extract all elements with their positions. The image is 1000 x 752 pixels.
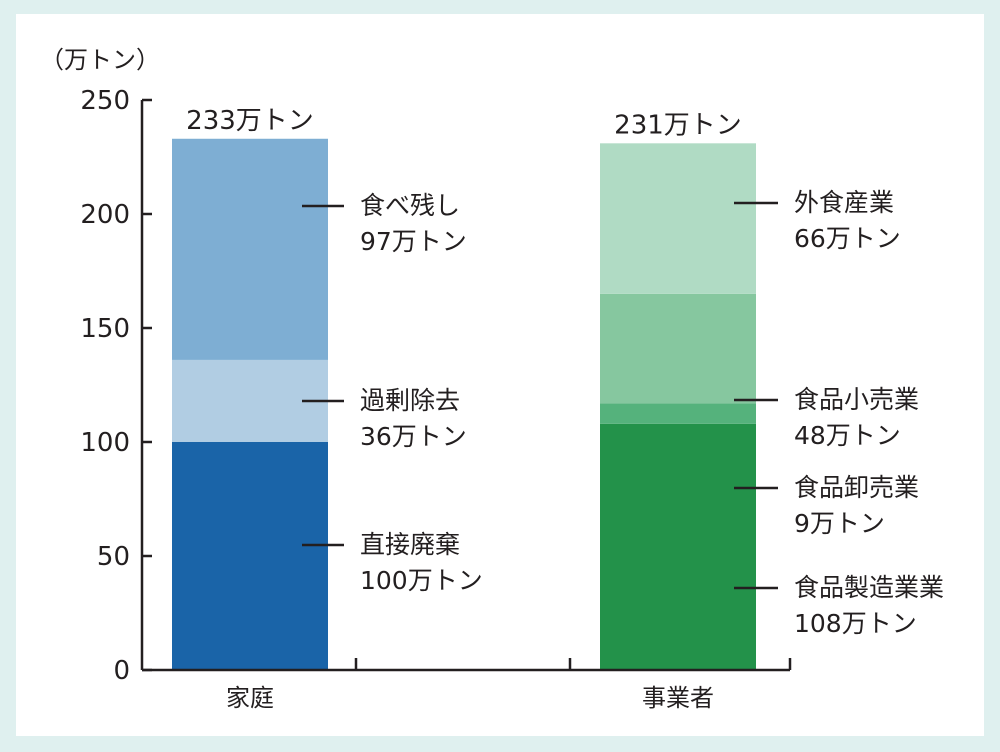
- bar-segment-2-1: [600, 423, 756, 670]
- bar-segment-2-3: [600, 293, 756, 404]
- bar-segment-2-2: [600, 403, 756, 424]
- bar-segment-1-3: [172, 138, 328, 360]
- total-label-1: 233万トン: [186, 106, 314, 136]
- segment-name-label: 食品小売業: [794, 385, 919, 414]
- segment-value-label: 97万トン: [360, 227, 467, 256]
- segment-name-label: 直接廃棄: [360, 530, 460, 559]
- y-tick-label: 100: [80, 428, 130, 458]
- category-label-2: 事業者: [642, 684, 714, 712]
- y-tick-label: 150: [80, 314, 130, 344]
- segment-name-label: 食品製造業業: [794, 573, 944, 602]
- segment-value-label: 66万トン: [794, 224, 901, 253]
- segment-name-label: 食品卸売業: [794, 473, 919, 502]
- segment-value-label: 48万トン: [794, 421, 901, 450]
- segment-value-label: 9万トン: [794, 509, 885, 538]
- chart-panel: （万トン） 0 50 100 150 200 250 家庭 233万トン事業者 231万トン直…: [16, 14, 984, 736]
- bar-segment-2-4: [600, 143, 756, 294]
- segment-value-label: 108万トン: [794, 609, 917, 638]
- segment-value-label: 100万トン: [360, 566, 483, 595]
- y-tick-label: 50: [97, 542, 130, 572]
- segment-value-label: 36万トン: [360, 422, 467, 451]
- y-tick-label: 250: [80, 86, 130, 116]
- segment-name-label: 食べ残し: [360, 191, 460, 220]
- segment-name-label: 過剰除去: [360, 386, 460, 415]
- y-tick-label: 0: [113, 656, 130, 686]
- total-label-2: 231万トン: [614, 110, 742, 140]
- y-axis-unit-label: （万トン）: [40, 46, 160, 74]
- segment-name-label: 外食産業: [794, 188, 894, 217]
- bar-segment-1-1: [172, 442, 328, 670]
- category-label-1: 家庭: [226, 684, 274, 712]
- y-tick-label: 200: [80, 200, 130, 230]
